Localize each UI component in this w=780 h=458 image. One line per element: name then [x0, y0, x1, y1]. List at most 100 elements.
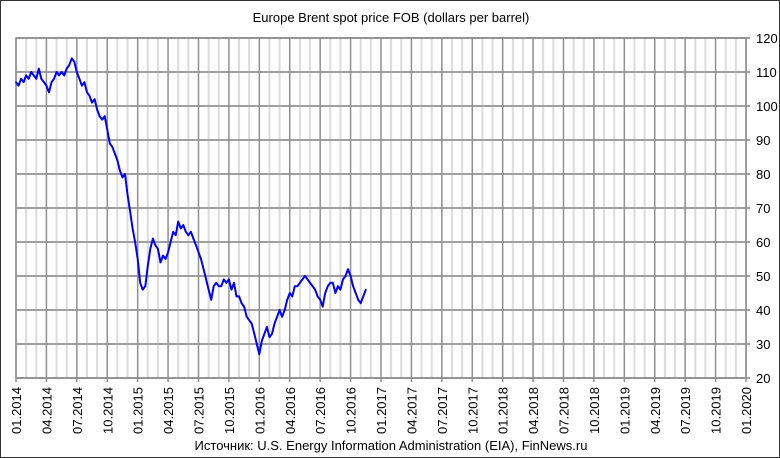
x-tick-label: 07.2014 [70, 387, 85, 434]
data-point [88, 95, 91, 97]
data-point [162, 254, 164, 257]
data-point [225, 282, 228, 284]
x-tick-label: 04.2014 [39, 387, 54, 434]
data-point [334, 292, 337, 294]
x-tick-label: 07.2016 [313, 387, 328, 434]
data-point [30, 71, 33, 73]
data-point [35, 78, 38, 80]
data-point [273, 322, 276, 325]
data-point [296, 285, 299, 288]
x-tick-label: 01.2016 [252, 387, 267, 434]
data-point [271, 333, 273, 335]
data-point [147, 265, 149, 267]
data-point [124, 173, 126, 175]
data-point [63, 74, 65, 77]
y-tick-label: 80 [756, 167, 770, 182]
data-point [243, 305, 245, 308]
data-point [136, 258, 139, 260]
data-point [182, 224, 185, 226]
data-point [362, 295, 365, 298]
data-point [164, 258, 167, 260]
data-point [53, 78, 55, 80]
data-point [314, 288, 316, 291]
data-point [68, 64, 71, 66]
data-point [215, 282, 218, 284]
data-point [329, 282, 332, 284]
x-tick-label: 10.2015 [222, 387, 237, 434]
data-point [332, 282, 334, 284]
data-point [190, 231, 192, 233]
data-point [288, 292, 291, 294]
data-point [228, 278, 230, 281]
data-point [344, 275, 347, 277]
data-point [91, 101, 93, 104]
data-point [212, 285, 215, 288]
data-point [116, 159, 119, 162]
data-point [144, 285, 147, 288]
x-tick-label: 04.2019 [648, 387, 663, 434]
x-tick-label: 04.2018 [526, 387, 541, 434]
data-point [50, 81, 53, 83]
data-point [78, 78, 81, 80]
data-point [157, 248, 159, 250]
data-point [309, 282, 311, 284]
data-point [149, 248, 152, 250]
data-point [96, 108, 98, 111]
data-point [86, 91, 88, 94]
data-point [27, 78, 30, 80]
data-point [339, 288, 342, 291]
data-point [294, 285, 296, 288]
data-point [73, 61, 76, 63]
data-point [48, 91, 50, 94]
x-tick-label: 10.2017 [465, 387, 480, 434]
data-point [230, 288, 233, 291]
data-point [278, 309, 281, 311]
data-point [281, 316, 283, 318]
x-tick-label: 01.2020 [739, 387, 754, 434]
data-point [169, 241, 172, 243]
data-point [258, 353, 261, 356]
x-tick-label: 01.2018 [496, 387, 511, 434]
data-point [268, 336, 271, 339]
data-point [103, 115, 106, 117]
data-point [337, 285, 339, 288]
x-tick-label: 01.2015 [131, 387, 146, 434]
data-point [81, 84, 83, 87]
y-tick-label: 50 [756, 269, 770, 284]
data-point [217, 285, 220, 288]
data-point [349, 275, 352, 277]
x-tick-label: 07.2018 [557, 387, 572, 434]
data-point [187, 234, 190, 236]
x-tick-label: 01.2019 [617, 387, 632, 434]
data-point [17, 84, 20, 87]
data-point [220, 285, 223, 288]
data-point [207, 288, 210, 291]
data-point [238, 295, 240, 298]
data-point [38, 67, 40, 70]
x-tick-label: 01.2017 [374, 387, 389, 434]
data-point [245, 316, 248, 318]
data-point [235, 295, 238, 298]
data-point [159, 261, 162, 264]
x-tick-label: 10.2019 [709, 387, 724, 434]
data-point [276, 316, 278, 318]
data-point [25, 74, 27, 77]
data-point [55, 71, 58, 73]
data-point [261, 339, 263, 342]
data-point [357, 299, 359, 301]
data-point [154, 244, 157, 247]
x-tick-label: 07.2017 [435, 387, 450, 434]
data-point [126, 193, 129, 196]
data-point [179, 227, 182, 230]
data-point [185, 231, 187, 233]
data-point [98, 115, 101, 117]
data-point [129, 210, 131, 213]
data-point [83, 81, 86, 83]
data-point [22, 81, 25, 83]
data-point [255, 343, 258, 345]
data-point [205, 278, 207, 281]
plot-frame [15, 37, 747, 379]
data-point [319, 299, 321, 301]
